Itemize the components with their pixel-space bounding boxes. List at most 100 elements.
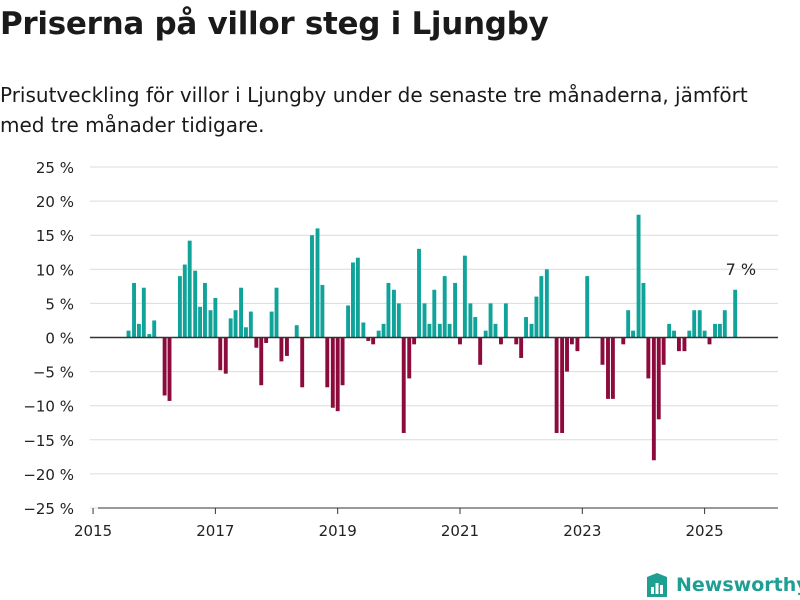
bar [320,284,325,338]
bar [223,337,228,374]
bar [213,297,218,338]
y-tick-label: −10 % [23,398,74,416]
bar [351,262,355,338]
bar [381,323,386,338]
bar [432,289,437,338]
axes [90,336,778,514]
bar [672,330,676,338]
y-tick-label: 0 % [45,330,74,348]
bar [355,257,360,338]
bar [233,310,238,338]
bar [519,337,524,358]
bar [294,325,299,338]
bar [707,337,712,345]
bar [366,337,371,341]
bar [243,327,248,338]
bar [187,240,192,338]
bar [417,248,421,338]
bar [569,337,574,345]
bar [167,337,172,401]
y-tick-label: −20 % [23,466,74,484]
bar [284,337,289,356]
bar [193,270,198,338]
bar [126,330,131,338]
bar [228,318,233,338]
bar [682,337,687,352]
bar [462,255,467,338]
bar [722,310,727,338]
bar [676,337,681,352]
y-tick-label: 10 % [36,261,74,279]
bar [182,264,187,338]
bar [483,330,488,338]
x-tick-label: 2017 [196,522,234,540]
bar [152,320,157,338]
bar [524,317,528,338]
bar [554,337,559,433]
bar [407,337,412,379]
bar [427,323,432,338]
bar [534,296,539,338]
y-tick-label: 25 % [36,159,74,177]
bar [147,334,152,338]
bar [468,303,473,338]
bar [656,337,661,420]
x-tick-label: 2023 [563,522,601,540]
bar [651,337,656,461]
x-tick-label: 2025 [686,522,724,540]
bar [539,276,544,338]
bar [606,337,610,399]
bar [478,337,483,365]
bar [713,323,717,338]
bar [641,282,646,338]
bar [692,310,697,338]
bar [575,337,580,352]
bar [274,287,279,338]
bar [371,337,376,345]
y-tick-label: −15 % [23,432,74,450]
bar [218,337,223,371]
bar [503,303,508,338]
brand-name: Newsworthy [676,574,800,596]
bar [442,276,447,338]
bar [396,303,401,338]
chart-subtitle: Prisutveckling för villor i Ljungby unde… [0,83,748,137]
bar [544,269,549,338]
bar [422,303,427,338]
bar [361,322,366,338]
bar [702,330,707,338]
bar [514,337,519,345]
bar [585,276,590,338]
bar [661,337,666,365]
bar [697,310,702,338]
bar-chart: 25 % 20 % 15 % 10 % 5 % 0 % −5 % −10 % −15 % −20 … [23,159,778,540]
bar [315,228,320,338]
y-tick-label: 20 % [36,193,74,211]
bar [177,276,182,338]
bar [386,282,391,338]
y-tick-label: −5 % [33,364,74,382]
x-tick-label: 2021 [441,522,479,540]
bar [493,323,498,338]
bar [330,337,335,408]
bar [565,337,569,372]
bar [447,323,452,338]
bar [335,337,340,412]
bar [325,337,330,388]
bar [646,337,651,379]
y-tick-label: 5 % [45,295,74,313]
bar [473,317,478,338]
x-tick-label: 2015 [74,522,112,540]
bar [310,235,314,338]
chart-title: Priserna på villor steg i Ljungby [0,6,549,42]
bar [621,337,626,345]
bar [626,310,631,338]
bar [239,287,244,338]
bar [529,323,534,338]
x-tick-label: 2019 [319,522,357,540]
bar [208,310,213,338]
bar [141,287,146,338]
latest-value-annotation: 7 % [726,260,756,279]
bar [259,337,264,386]
y-tick-label: −25 % [23,500,74,518]
